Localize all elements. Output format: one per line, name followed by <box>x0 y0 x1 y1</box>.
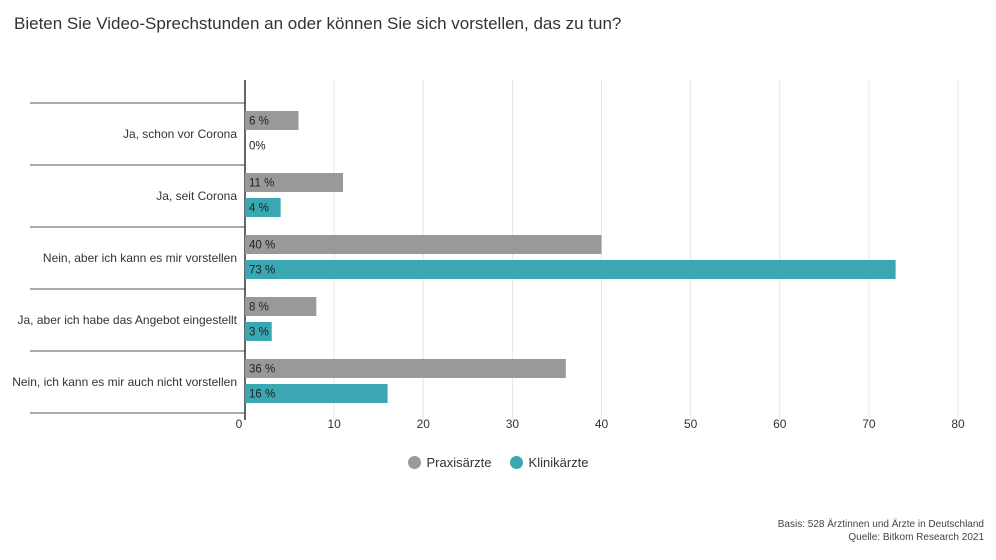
data-label-klinik: 3 % <box>249 327 269 339</box>
legend: Praxisärzte Klinikärzte <box>0 455 996 470</box>
bar-praxis <box>245 235 602 254</box>
x-tick-label: 60 <box>773 417 787 431</box>
bar-klinik <box>245 322 272 341</box>
x-tick-label: 0 <box>236 417 243 431</box>
legend-item-klinik[interactable]: Klinikärzte <box>509 455 589 470</box>
legend-item-praxis[interactable]: Praxisärzte <box>407 455 492 470</box>
x-tick-label: 30 <box>506 417 520 431</box>
bar-klinik <box>245 260 896 279</box>
x-tick-label: 40 <box>595 417 609 431</box>
footnote-basis: Basis: 528 Ärztinnen und Ärzte in Deutsc… <box>777 519 984 530</box>
category-label: Ja, seit Corona <box>156 189 237 203</box>
x-tick-label: 50 <box>684 417 698 431</box>
legend-label-klinik: Klinikärzte <box>528 455 589 470</box>
category-label: Ja, aber ich habe das Angebot eingestell… <box>18 313 238 327</box>
data-label-klinik: 4 % <box>249 203 269 215</box>
legend-label-praxis: Praxisärzte <box>426 455 492 470</box>
data-label-praxis: 8 % <box>249 302 269 314</box>
category-label: Nein, ich kann es mir auch nicht vorstel… <box>12 375 237 389</box>
data-label-klinik: 73 % <box>249 265 275 277</box>
data-label-klinik: 16 % <box>249 389 275 401</box>
x-tick-label: 10 <box>327 417 341 431</box>
bar-klinik <box>245 198 281 217</box>
legend-marker-praxis <box>407 456 421 469</box>
data-label-klinik: 0% <box>249 141 266 153</box>
bar-praxis <box>245 111 299 130</box>
data-label-praxis: 36 % <box>249 364 275 376</box>
bar-klinik <box>245 384 388 403</box>
x-tick-label: 80 <box>951 417 965 431</box>
data-label-praxis: 40 % <box>249 240 275 252</box>
data-label-praxis: 6 % <box>249 116 269 128</box>
x-tick-label: 70 <box>862 417 876 431</box>
bar-praxis <box>245 173 344 192</box>
x-tick-label: 20 <box>417 417 431 431</box>
category-label: Nein, aber ich kann es mir vorstellen <box>43 251 237 265</box>
bar-chart: 0 10 20 30 40 50 60 70 80 Ja, schon vor Corona 6 %… <box>12 80 965 431</box>
bar-praxis <box>245 359 566 378</box>
chart-title: Bieten Sie Video-Sprechstunden an oder k… <box>14 14 622 33</box>
category-label: Ja, schon vor Corona <box>123 127 237 141</box>
footnote: Basis: 528 Ärztinnen und Ärzte in Deutsc… <box>778 518 984 544</box>
data-label-praxis: 11 % <box>249 178 274 190</box>
bar-praxis <box>245 297 317 316</box>
legend-marker-klinik <box>509 456 523 469</box>
footnote-source: Quelle: Bitkom Research 2021 <box>848 532 984 543</box>
